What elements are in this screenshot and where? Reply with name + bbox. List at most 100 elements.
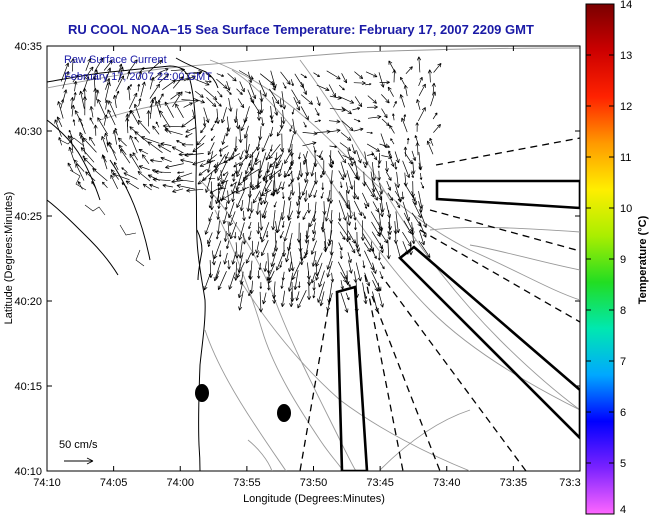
current-vector-arrow [138,98,142,107]
current-vector-arrow [231,192,235,203]
current-vector-arrow [158,93,164,101]
current-vector-arrow [149,96,156,108]
current-vector-arrow [280,71,291,85]
current-vector-arrow [270,252,277,267]
current-vector-arrow [280,280,284,289]
current-vector-arrow [400,76,405,85]
current-vector-arrow [227,260,231,270]
current-vector-arrow [94,57,104,72]
current-vector-arrow [371,271,382,292]
current-vector-arrow [159,110,171,128]
current-vector-arrow [306,202,311,214]
current-vector-arrow [203,107,210,124]
current-vector-arrow [414,135,419,143]
current-vector-arrow [259,282,263,289]
current-vector-arrow [248,270,252,279]
y-tick-label: 40:35 [14,41,42,53]
colorbar-tick-label: 14 [620,0,632,11]
current-vector-arrow [387,231,391,240]
current-vector-arrow [366,105,378,110]
current-vector-arrow [339,96,355,104]
current-vector-arrow [206,97,217,108]
current-vector-arrow [130,109,140,126]
current-vector-arrow [247,230,252,241]
current-vector-arrow [279,230,284,239]
current-vector-arrow [351,144,357,155]
current-vector-arrow [269,126,274,137]
dashed-lanes [299,137,580,471]
current-vector-arrow [112,129,118,145]
current-vector-arrow [105,67,112,82]
current-vector-arrow [312,281,316,291]
current-vector-arrow [72,74,79,83]
current-vector-arrow [263,210,267,219]
current-vector-arrow [97,117,108,135]
current-vector-arrow [280,133,285,152]
current-vector-arrow [353,222,357,231]
y-tick-label: 40:10 [14,466,42,478]
current-vector-arrow [223,252,228,265]
current-vector-arrow [320,222,324,230]
current-vector-arrow [272,97,279,116]
current-vector-arrow [238,222,245,241]
current-vector-arrow [274,152,278,161]
x-tick-label: 74:05 [100,477,128,489]
current-vector-arrow [149,158,163,163]
current-vector-arrow [310,272,316,284]
current-vector-arrow [296,200,301,215]
current-vector-arrow [340,181,343,188]
current-vector-arrow [252,190,261,204]
current-vector-arrow [249,280,254,294]
current-vector-arrow [149,76,155,90]
current-vector-arrow [149,183,160,189]
x-axis-ticks: 74:10 74:05 74:00 73:55 73:50 73:45 73:40 73:35… [33,46,581,489]
current-vector-arrow [321,182,325,191]
current-vector-arrow [326,260,333,278]
current-vector-arrow [353,127,364,132]
current-vector-arrow [316,154,324,161]
current-vector-arrow [164,101,174,118]
current-vector-arrow [361,192,370,208]
current-vector-arrow [297,281,301,289]
current-vector-arrow [365,71,378,78]
current-vector-arrow [157,99,161,108]
current-vector-arrow [339,231,346,240]
current-vector-arrow [387,221,392,235]
current-vector-arrow [196,135,206,146]
current-vector-arrow [315,262,323,281]
current-vector-arrow [58,137,63,146]
current-vector-arrow [355,262,362,282]
current-vector-arrow [379,202,384,218]
current-vector-arrow [254,160,261,165]
x-tick-label: 73:50 [300,477,328,489]
current-vector-arrow [141,154,150,165]
current-vector-arrow [295,291,300,301]
current-vector-arrow [276,212,283,233]
current-vector-arrow [80,147,95,163]
current-vector-arrow [229,211,236,227]
current-vector-arrow [93,87,98,107]
current-vector-arrow [401,117,408,133]
current-vector-arrow [275,249,285,271]
current-vector-arrow [103,114,108,126]
current-vector-arrow [204,220,211,235]
current-vector-arrow [258,291,263,313]
current-vector-arrow [352,180,357,200]
current-vector-arrow [345,292,350,301]
plot-frame [46,45,581,472]
current-vector-arrow [115,90,120,98]
current-vector-arrow [345,220,350,243]
current-vector-arrow [385,171,392,181]
current-vector-arrow [147,59,163,73]
current-vector-arrow [242,180,247,192]
y-tick-label: 40:20 [14,296,42,308]
current-vector-arrow [218,250,222,258]
current-vector-arrow [418,76,423,87]
y-axis-ticks: 40:35 40:30 40:25 40:20 40:15 40:10 [14,41,580,478]
current-vector-arrow [154,169,172,175]
current-vector-arrow [339,142,352,151]
current-vector-arrow [97,98,106,117]
current-vector-arrow [221,134,226,145]
current-vector-arrow [107,109,116,126]
current-vector-arrow [82,137,97,153]
